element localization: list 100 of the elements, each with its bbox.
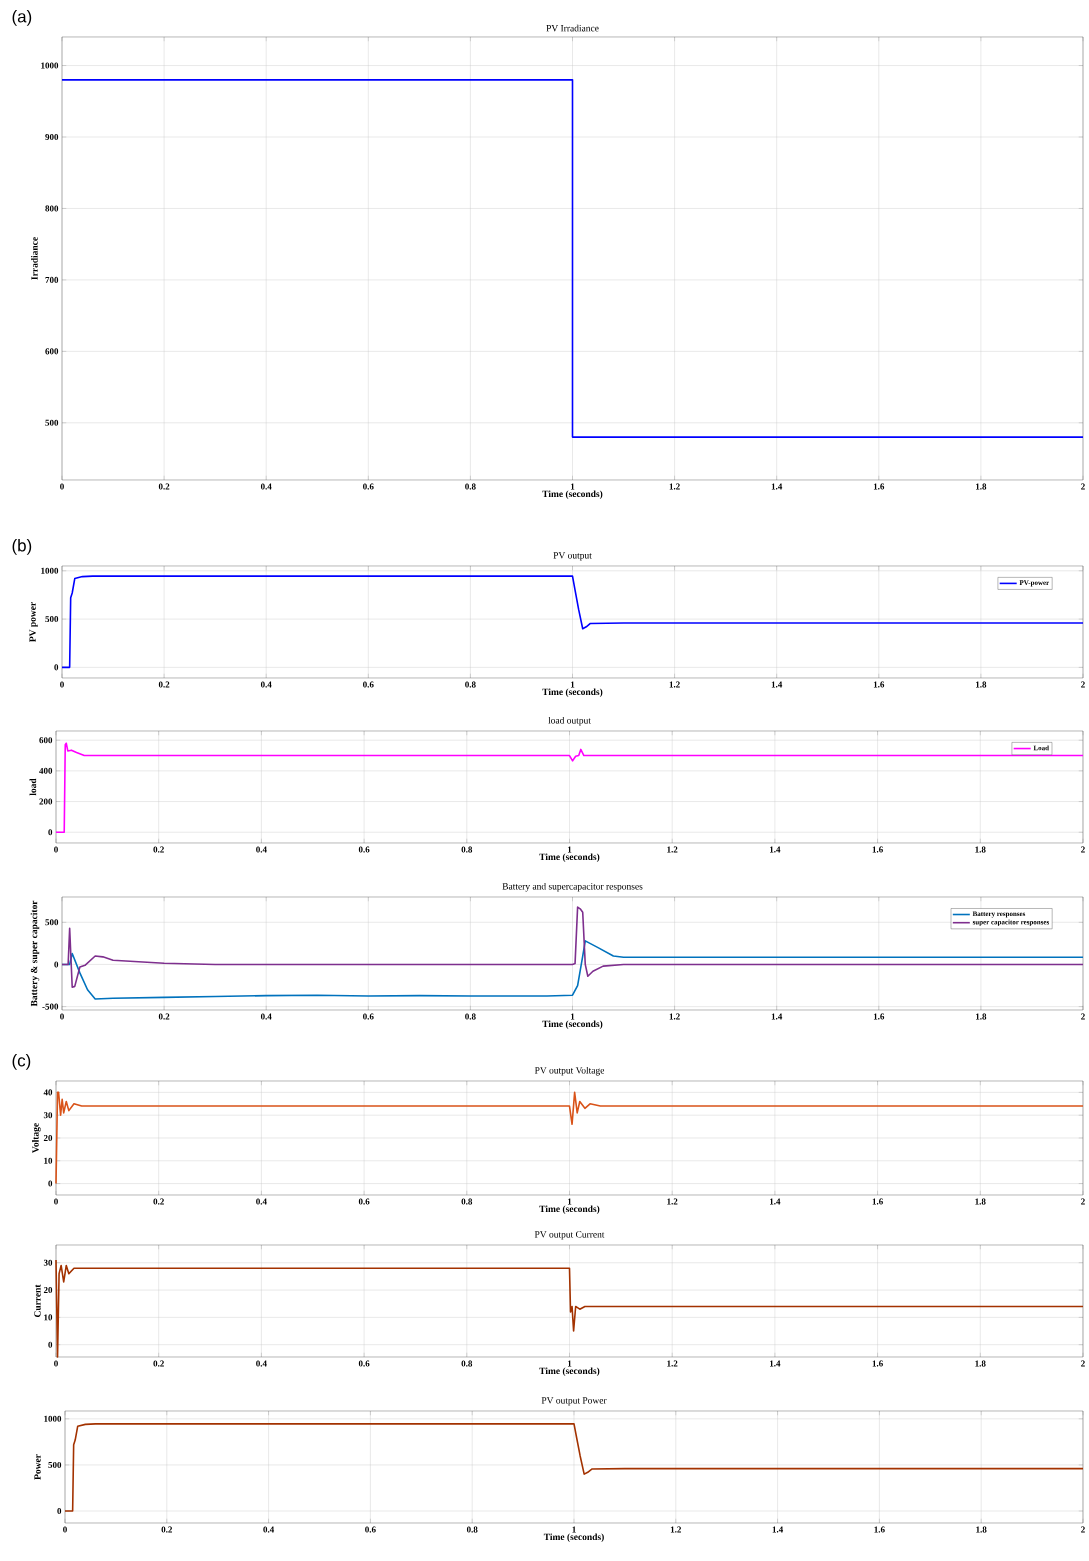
y-tick-label: 0 <box>54 961 59 968</box>
x-tick-label: 1.6 <box>872 846 883 853</box>
x-tick-label: 1 <box>572 1526 576 1533</box>
x-tick-label: 1.8 <box>976 1526 987 1533</box>
x-tick-label: 0.4 <box>256 846 267 853</box>
text: (b) <box>12 539 32 555</box>
x-tick-label: 1.8 <box>976 483 987 490</box>
y-tick-label: 500 <box>45 616 59 623</box>
y-tick-label: 700 <box>45 276 59 283</box>
x-tick-label: 1.6 <box>872 1360 883 1367</box>
chart-title: PV Irradiance <box>546 24 599 32</box>
text: (a) <box>12 10 32 26</box>
x-tick-label: 1.2 <box>670 1526 682 1533</box>
y-tick-label: 30 <box>43 1112 53 1119</box>
x-tick-label: 1.2 <box>669 681 680 688</box>
x-tick-label: 2 <box>1081 1526 1085 1533</box>
x-tick-label: 0.6 <box>363 483 374 490</box>
x-tick-label: 1 <box>567 846 572 853</box>
x-tick-label: 0.2 <box>153 1198 164 1205</box>
x-tick-label: 1.4 <box>770 846 781 853</box>
x-tick-label: 0.8 <box>465 681 476 688</box>
x-tick-label: 2 <box>1081 1013 1085 1020</box>
x-tick-label: 1.2 <box>669 1013 680 1020</box>
y-tick-label: 10 <box>44 1314 53 1321</box>
text: (c) <box>12 1054 31 1070</box>
x-tick-label: 0.8 <box>465 483 476 490</box>
y-tick-label: 1000 <box>41 567 59 574</box>
y-tick-label: 500 <box>45 919 59 926</box>
x-tick-label: 1.8 <box>975 1360 986 1367</box>
x-tick-label: 0.2 <box>153 846 164 853</box>
x-axis-title: Time (seconds) <box>542 490 603 500</box>
x-axis-title: Time (seconds) <box>539 1205 600 1215</box>
y-axis-title: Irradiance <box>31 237 38 280</box>
x-tick-label: 1 <box>567 1360 572 1367</box>
x-axis-title: Time (seconds) <box>543 1533 604 1543</box>
x-tick-label: 1.2 <box>669 483 680 490</box>
x-tick-label: 0.6 <box>365 1526 376 1533</box>
x-tick-label: 1.8 <box>975 846 986 853</box>
x-tick-label: 1 <box>570 483 575 490</box>
y-tick-label: 800 <box>45 205 59 212</box>
y-axis-title: Battery & super capacitor <box>30 900 40 1007</box>
x-tick-label: 1.2 <box>667 1198 678 1205</box>
x-tick-label: 1.6 <box>872 1198 883 1205</box>
y-tick-label: 600 <box>39 737 53 744</box>
x-tick-label: 0.6 <box>363 681 374 688</box>
chart-title: PV output Voltage <box>534 1066 605 1076</box>
x-tick-label: 0.6 <box>363 1013 374 1020</box>
x-tick-label: 1 <box>567 1198 572 1205</box>
x-tick-label: 1.6 <box>873 483 885 490</box>
x-tick-label: 0.8 <box>465 1013 476 1020</box>
x-tick-label: 2 <box>1081 1360 1085 1367</box>
x-tick-label: 1.2 <box>667 846 678 853</box>
x-tick-label: 1.8 <box>976 681 987 688</box>
x-tick-label: 0.2 <box>158 1013 170 1020</box>
y-tick-label: 1000 <box>44 1415 62 1422</box>
x-tick-label: 1.4 <box>771 1013 783 1020</box>
x-tick-label: 1.4 <box>771 483 783 490</box>
y-tick-label: 500 <box>45 419 59 426</box>
y-axis-title: PV power <box>29 602 38 642</box>
y-tick-label: 0 <box>48 829 53 836</box>
y-axis-title: Voltage <box>32 1123 41 1153</box>
y-tick-label: 20 <box>43 1287 53 1294</box>
y-tick-label: 40 <box>43 1089 53 1096</box>
x-tick-label: 0.8 <box>461 1360 473 1367</box>
y-tick-label: 0 <box>48 1180 53 1187</box>
x-axis-title: Time (seconds) <box>539 853 600 863</box>
chart-title: Battery and supercapacitor responses <box>502 882 643 892</box>
y-tick-label: 500 <box>48 1461 62 1468</box>
x-tick-label: 2 <box>1081 846 1085 853</box>
chart-title: PV output Current <box>534 1231 605 1240</box>
x-tick-label: 0.2 <box>161 1526 173 1533</box>
y-tick-label: 0 <box>48 1341 53 1348</box>
x-tick-label: 0.4 <box>260 483 272 490</box>
y-tick-label: 20 <box>43 1134 53 1142</box>
x-tick-label: 1.6 <box>874 1526 885 1533</box>
x-tick-label: 0.4 <box>260 681 272 688</box>
y-axis-title: Power <box>34 1454 41 1480</box>
x-tick-label: 1.6 <box>873 1013 885 1020</box>
x-tick-label: 0.2 <box>158 681 170 688</box>
y-tick-label: 200 <box>39 798 53 805</box>
x-tick-label: 0.2 <box>158 483 170 490</box>
y-tick-label: 600 <box>45 348 59 355</box>
chart-title: PV output <box>553 552 592 561</box>
x-tick-label: 2 <box>1081 1198 1085 1205</box>
x-tick-label: 0.4 <box>256 1360 267 1367</box>
y-axis-title: Current <box>34 1284 41 1317</box>
y-tick-label: 1000 <box>41 62 59 69</box>
chart-title: load output <box>548 716 591 726</box>
x-axis-title: Time (seconds) <box>539 1367 600 1377</box>
x-tick-label: 0.8 <box>461 1198 473 1205</box>
y-tick-label: 0 <box>54 664 59 671</box>
x-tick-label: 0.2 <box>153 1360 164 1367</box>
x-tick-label: 0.6 <box>358 1360 370 1367</box>
x-tick-label: 1.4 <box>770 1360 781 1367</box>
y-tick-label: 30 <box>43 1259 53 1266</box>
x-tick-label: 2 <box>1081 681 1085 688</box>
x-axis-title: Time (seconds) <box>542 688 603 698</box>
y-tick-label: 10 <box>44 1157 53 1164</box>
x-tick-label: 1 <box>570 681 575 688</box>
x-tick-label: 1.4 <box>771 681 783 688</box>
